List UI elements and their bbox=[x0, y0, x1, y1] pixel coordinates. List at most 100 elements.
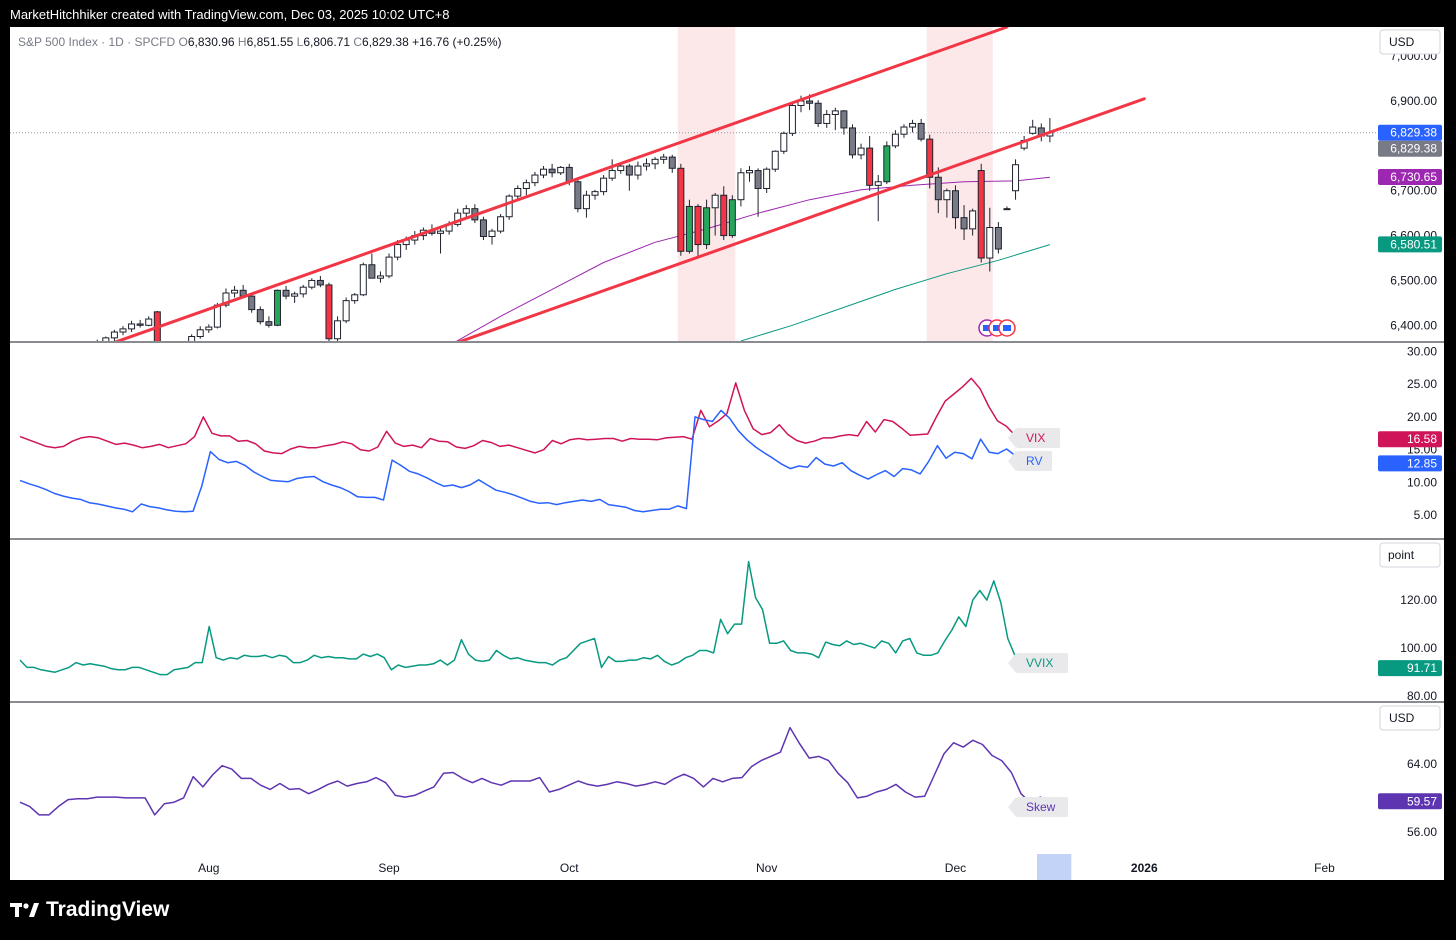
candle-body bbox=[771, 150, 779, 170]
candle-body bbox=[883, 145, 891, 183]
candle-body bbox=[600, 177, 608, 193]
candle-body bbox=[745, 170, 753, 174]
candle-body bbox=[643, 163, 651, 167]
candle-body bbox=[437, 230, 445, 234]
volatility-axis-tick: 25.00 bbox=[1407, 377, 1437, 391]
volatility-series-line bbox=[19, 409, 1051, 513]
skew-value-tag-label: 59.57 bbox=[1407, 794, 1437, 808]
price-legend-part: +16.76 (+0.25%) bbox=[409, 35, 502, 49]
candle-body bbox=[926, 138, 934, 178]
candle-body bbox=[977, 170, 985, 259]
price-legend-part: 6,830.96 bbox=[188, 35, 235, 49]
unit-button[interactable] bbox=[1379, 542, 1441, 568]
price-legend-part: 6,829.38 bbox=[362, 35, 409, 49]
tradingview-logo-icon bbox=[10, 903, 39, 917]
candle-body bbox=[625, 165, 633, 176]
volatility-value-tag bbox=[1378, 455, 1442, 472]
price-legend-part: S&P 500 Index · 1D · SPCFD bbox=[18, 35, 176, 49]
candle-body bbox=[788, 105, 796, 134]
candle-body bbox=[531, 174, 539, 184]
candle-body bbox=[840, 110, 848, 129]
price-axis-tick: 6,400.00 bbox=[1390, 318, 1437, 332]
price-tag-label: 6,580.51 bbox=[1390, 237, 1437, 251]
candle-body bbox=[316, 279, 324, 286]
vvix-series-chip-pointer bbox=[1008, 653, 1016, 673]
candle-body bbox=[325, 284, 333, 340]
candle-body bbox=[308, 279, 316, 288]
currency-button[interactable] bbox=[1379, 705, 1441, 731]
price-legend: S&P 500 Index · 1D · SPCFD O6,830.96 H6,… bbox=[18, 35, 502, 49]
candle-body bbox=[196, 329, 204, 338]
price-axis-tick: 6,700.00 bbox=[1390, 184, 1437, 198]
volatility-axis-tick: 20.00 bbox=[1407, 410, 1437, 424]
volatility-series-chip-pointer bbox=[1008, 428, 1016, 448]
candle-body bbox=[505, 195, 513, 218]
candle-body bbox=[136, 323, 144, 326]
time-axis-label: Nov bbox=[756, 861, 777, 875]
candle-body bbox=[720, 194, 728, 237]
candle-body bbox=[617, 165, 625, 172]
time-selection bbox=[1037, 854, 1072, 880]
candle-body bbox=[711, 194, 719, 209]
volatility-series-line bbox=[19, 377, 1051, 455]
price-axis-tick: 6,900.00 bbox=[1390, 94, 1437, 108]
price-legend-part: 6,851.55 bbox=[247, 35, 294, 49]
vvix-axis-tick: 120.00 bbox=[1400, 593, 1437, 607]
candle-body bbox=[763, 168, 771, 189]
chart-frame[interactable]: 6,400.006,500.006,600.006,700.006,800.00… bbox=[10, 27, 1444, 880]
flag-icon-field bbox=[983, 325, 991, 331]
candle-body bbox=[874, 181, 882, 186]
volatility-value-tag-label: 12.85 bbox=[1407, 456, 1437, 470]
time-axis-label: Oct bbox=[560, 861, 579, 875]
price-tag-label: 6,829.38 bbox=[1390, 126, 1437, 140]
candle-body bbox=[685, 205, 693, 252]
candle-body bbox=[188, 336, 196, 341]
candle-body bbox=[780, 132, 788, 152]
candle-body bbox=[102, 337, 110, 341]
candle-body bbox=[548, 168, 556, 174]
candle-body bbox=[574, 181, 582, 210]
chart-canvas[interactable]: 6,400.006,500.006,600.006,700.006,800.00… bbox=[10, 27, 1444, 880]
unit-label: point bbox=[1388, 548, 1415, 562]
candle-body bbox=[299, 286, 307, 295]
candle-body bbox=[479, 219, 487, 237]
skew-series-chip bbox=[1016, 797, 1068, 817]
candle-body bbox=[256, 309, 264, 323]
candle-body bbox=[231, 289, 239, 294]
currency-button[interactable] bbox=[1379, 29, 1441, 55]
footer-brand: TradingView bbox=[10, 898, 169, 922]
flag-icon-field bbox=[1003, 325, 1011, 331]
candle-body bbox=[522, 182, 530, 189]
candle-body bbox=[119, 328, 127, 333]
price-tag bbox=[1378, 124, 1442, 141]
candle-body bbox=[1012, 164, 1020, 192]
vvix-series-line bbox=[19, 560, 1050, 676]
candle-body bbox=[866, 147, 874, 186]
candle-body bbox=[857, 147, 865, 156]
candle-body bbox=[180, 350, 186, 352]
price-tag bbox=[1378, 236, 1442, 253]
price-tag-label: 6,829.38 bbox=[1390, 142, 1437, 156]
skew-series-chip-pointer bbox=[1008, 797, 1016, 817]
chart-credit: MarketHitchhiker created with TradingVie… bbox=[10, 7, 450, 22]
skew-value-tag bbox=[1378, 793, 1442, 810]
candle-body bbox=[969, 210, 977, 230]
candle-body bbox=[737, 172, 745, 201]
vvix-value-tag bbox=[1378, 660, 1442, 677]
candle-body bbox=[1003, 208, 1011, 211]
footer-brand-text: TradingView bbox=[46, 898, 170, 921]
volatility-value-tag-label: 16.58 bbox=[1407, 432, 1437, 446]
candle-body bbox=[376, 275, 384, 279]
price-tag bbox=[1378, 140, 1442, 157]
volatility-series-label: VIX bbox=[1026, 431, 1045, 445]
currency-label: USD bbox=[1389, 711, 1415, 725]
price-pane bbox=[10, 27, 1376, 352]
currency-label: USD bbox=[1389, 35, 1415, 49]
volatility-axis-tick: 10.00 bbox=[1407, 475, 1437, 489]
volatility-axis-tick: 30.00 bbox=[1407, 345, 1437, 359]
candle-body bbox=[608, 170, 616, 179]
candle-body bbox=[951, 190, 959, 219]
candle-body bbox=[205, 326, 213, 331]
candle-body bbox=[462, 208, 470, 214]
candle-body bbox=[806, 100, 814, 104]
